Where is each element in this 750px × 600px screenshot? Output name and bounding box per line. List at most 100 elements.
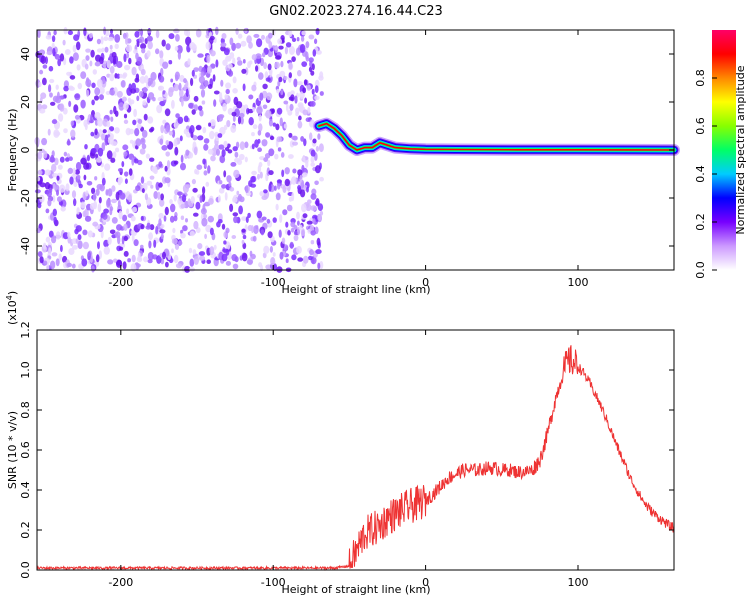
spectrogram-noise-cell: [252, 106, 256, 112]
spectrogram-noise-cell: [113, 258, 118, 263]
spectrogram-noise-cell: [111, 217, 118, 224]
spectrogram-noise-cell: [259, 191, 265, 197]
spectrogram-noise-cell: [171, 129, 176, 138]
spectrogram-noise-cell: [87, 230, 93, 238]
spectrogram-noise-cell: [268, 183, 272, 192]
spectrogram-noise-cell: [169, 199, 173, 205]
spectrogram-noise-cell: [232, 88, 238, 94]
spectrogram-noise-cell: [162, 90, 166, 95]
spectrogram-noise-cell: [165, 43, 171, 51]
spectrogram-noise-cell: [257, 130, 262, 136]
spectrogram-noise-cell: [242, 83, 246, 92]
spectrogram-noise-cell: [225, 241, 231, 251]
spectrogram-noise-cell: [175, 34, 180, 42]
spectrogram-noise-cell: [317, 262, 321, 270]
spectrogram-noise-cell: [202, 186, 206, 195]
spectrogram-noise-cell: [272, 217, 277, 223]
spectrogram-noise-cell: [217, 195, 221, 203]
spectrogram-noise-cell: [101, 177, 106, 186]
spectrogram-noise-cell: [183, 29, 189, 36]
spectrogram-noise-cell: [86, 181, 93, 186]
spectrogram-noise-cell: [49, 156, 56, 163]
snr-y-tick-label: 0.8: [19, 401, 32, 419]
spectrogram-noise-cell: [151, 166, 158, 173]
spectrogram-noise-cell: [244, 141, 249, 149]
spectrogram-noise-cell: [284, 178, 290, 187]
spectrogram-noise-cell: [290, 90, 295, 96]
spectrogram-noise-cell: [189, 42, 196, 50]
spectrogram-noise-cell: [213, 99, 217, 107]
spectrogram-noise-cell: [74, 93, 81, 101]
spectrogram-noise-cell: [196, 164, 203, 170]
spectrogram-noise-cell: [246, 35, 252, 44]
spectrogram-noise-cell: [110, 116, 114, 122]
spectrogram-noise-cell: [233, 216, 239, 224]
spectrogram-noise-cell: [302, 109, 309, 116]
spectrogram-noise-cell: [147, 41, 153, 50]
snr-scale-factor: (x104): [5, 291, 19, 325]
spectrogram-noise-cell: [242, 59, 246, 64]
spectrogram-noise-cell: [150, 184, 154, 189]
spectrogram-noise-cell: [310, 240, 315, 245]
spectrogram-noise-cell: [55, 231, 61, 240]
spectrogram-noise-cell: [48, 65, 54, 72]
spectrogram-noise-cell: [309, 249, 314, 256]
spectrogram-noise-cell: [223, 170, 227, 178]
spectrogram-noise-cell: [53, 30, 57, 36]
spectrogram-noise-cell: [161, 145, 168, 151]
spectrogram-noise-cell: [258, 114, 262, 122]
spectrogram-noise-cell: [183, 128, 189, 135]
spectrogram-noise-cell: [287, 230, 291, 236]
spectrogram-noise-cell: [40, 55, 46, 64]
spectrogram-noise-cell: [125, 44, 133, 53]
spectrogram-noise-cell: [71, 190, 77, 199]
spectrogram-noise-cell: [140, 215, 144, 221]
spectrogram-noise-cell: [53, 216, 57, 225]
spectrogram-noise-cell: [241, 216, 248, 222]
spectrogram-noise-cell: [134, 31, 140, 38]
spectrogram-noise-cell: [308, 66, 313, 72]
spectrogram-noise-cell: [83, 174, 87, 181]
spectrogram-noise-cell: [149, 175, 155, 180]
spectrogram-noise-cell: [228, 181, 232, 187]
spectrogram-noise-cell: [94, 128, 98, 136]
spectrogram-noise-cell: [307, 255, 313, 261]
spectrogram-noise-cell: [45, 236, 51, 243]
spectrogram-noise-cell: [202, 126, 207, 134]
spectrogram-noise-cell: [96, 78, 103, 88]
spectrogram-noise-cell: [220, 37, 225, 44]
spectrogram-noise-cell: [170, 203, 176, 213]
spectrogram-noise-cell: [201, 100, 206, 105]
snr-y-tick-label: 1.2: [19, 321, 32, 339]
spectrogram-noise-cell: [139, 148, 146, 155]
spectrogram-noise-cell: [78, 183, 83, 189]
spectrogram-noise-cell: [288, 154, 294, 159]
spectrogram-noise-cell: [77, 240, 83, 249]
spectrogram-noise-cell: [179, 88, 184, 98]
spectrogram-noise-cell: [305, 160, 309, 168]
snr-y-tick-label: 0.4: [19, 481, 32, 499]
spectrogram-noise-cell: [34, 189, 41, 194]
spectrogram-noise-cell: [296, 211, 300, 220]
spectrogram-noise-cell: [206, 54, 211, 64]
spectrogram-noise-cell: [223, 48, 230, 56]
spectrogram-noise-cell: [89, 60, 93, 67]
spectrogram-noise-cell: [132, 119, 137, 126]
spectrogram-noise-cell: [131, 206, 138, 213]
spectrogram-noise-cell: [297, 169, 303, 176]
spectrogram-noise-cell: [310, 100, 316, 107]
spectrogram-noise-cell: [84, 215, 92, 222]
spectrogram-noise-cell: [247, 212, 251, 218]
spectrogram-noise-cell: [272, 263, 278, 272]
spectrogram-noise-cell: [131, 233, 135, 242]
spectrogram-noise-cell: [202, 158, 206, 165]
spectrogram-noise-cell: [269, 69, 273, 78]
spectrogram-noise-cell: [306, 220, 313, 225]
spectrogram-noise-cell: [159, 229, 166, 234]
spectrogram-noise-cell: [220, 42, 227, 48]
spectrogram-noise-cell: [285, 103, 289, 112]
spectrogram-noise-cell: [98, 250, 103, 260]
spectrogram-noise-cell: [92, 221, 99, 227]
spectrogram-noise-cell: [68, 156, 73, 161]
spectrogram-noise-cell: [47, 128, 51, 136]
